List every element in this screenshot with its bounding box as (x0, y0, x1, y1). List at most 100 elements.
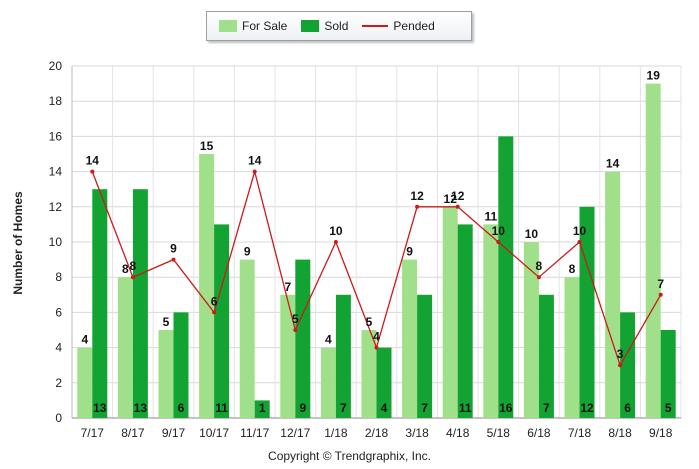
x-tick-label: 6/18 (527, 426, 551, 440)
data-label-sold: 1 (259, 401, 266, 415)
data-label-for-sale: 19 (647, 69, 661, 83)
x-tick-label: 11/17 (240, 426, 269, 440)
data-label-sold: 13 (93, 401, 107, 415)
pended-point (536, 275, 541, 280)
bar-sold (376, 347, 392, 418)
y-tick-label: 14 (49, 165, 63, 179)
y-tick-label: 2 (55, 376, 62, 390)
bar-sold (620, 312, 636, 418)
data-label-for-sale: 8 (569, 262, 576, 276)
pended-point (577, 240, 582, 244)
data-label-pended: 3 (617, 347, 624, 361)
data-label-pended: 14 (86, 154, 100, 168)
legend-label-for-sale: For Sale (242, 19, 288, 33)
bar-sold (457, 224, 473, 418)
data-label-for-sale: 9 (244, 245, 251, 259)
pended-line (90, 169, 663, 368)
bar-for-sale (361, 330, 377, 418)
bar-for-sale (199, 154, 215, 418)
bar-for-sale (280, 294, 296, 418)
data-label-pended: 14 (248, 154, 262, 168)
data-label-pended: 10 (492, 224, 506, 238)
legend-item-sold: Sold (301, 19, 348, 33)
pended-point (252, 169, 257, 174)
bar-for-sale (117, 277, 133, 418)
data-labels: 4138135615119179475497121111161078121461… (81, 69, 671, 415)
y-tick-label: 0 (55, 411, 62, 425)
legend-swatch-pended (362, 25, 389, 27)
x-tick-label: 8/17 (121, 426, 145, 440)
data-label-sold: 6 (178, 401, 185, 415)
data-label-for-sale: 8 (122, 262, 129, 276)
x-tick-label: 8/18 (608, 426, 632, 440)
pended-point (130, 275, 135, 280)
data-label-sold: 11 (215, 401, 228, 415)
y-tick-label: 18 (49, 94, 63, 108)
data-label-pended: 12 (451, 189, 465, 203)
pended-point (374, 345, 379, 350)
x-tick-label: 7/17 (81, 426, 105, 440)
pended-point (496, 240, 501, 244)
data-label-sold: 9 (299, 401, 306, 415)
data-label-sold: 4 (381, 401, 388, 415)
data-label-pended: 6 (211, 294, 218, 308)
legend-swatch-sold (301, 20, 320, 32)
pended-point (415, 204, 420, 209)
data-label-for-sale: 9 (406, 245, 413, 259)
data-label-for-sale: 15 (200, 139, 214, 153)
data-label-sold: 6 (624, 401, 631, 415)
x-tick-label: 3/18 (405, 426, 429, 440)
data-label-sold: 7 (543, 401, 550, 415)
data-label-sold: 7 (421, 401, 428, 415)
legend-item-for-sale: For Sale (219, 19, 287, 33)
x-tick-label: 1/18 (324, 426, 348, 440)
data-label-pended: 8 (130, 259, 137, 273)
bar-sold (417, 294, 433, 418)
y-tick-label: 6 (55, 305, 62, 319)
bar-for-sale (483, 224, 499, 418)
bar-sold (335, 294, 351, 418)
data-label-pended: 10 (329, 224, 343, 238)
pended-point (90, 169, 95, 174)
bar-sold (92, 189, 108, 418)
bar-sold (214, 224, 230, 418)
pended-point (618, 363, 623, 368)
bar-for-sale (158, 330, 174, 418)
data-label-for-sale: 12 (444, 192, 458, 206)
x-tick-label: 9/17 (162, 426, 186, 440)
y-tick-label: 4 (55, 341, 62, 355)
bar-for-sale (442, 206, 458, 418)
bar-for-sale (605, 171, 621, 418)
pended-point (212, 310, 217, 315)
x-tick-label: 2/18 (365, 426, 389, 440)
x-tick-label: 7/18 (568, 426, 592, 440)
bar-for-sale (77, 347, 93, 418)
data-label-for-sale: 5 (366, 315, 373, 329)
pended-point (293, 328, 298, 332)
bar-sold (173, 312, 189, 418)
x-tick-label: 5/18 (487, 426, 511, 440)
legend: For Sale Sold Pended (206, 11, 472, 41)
data-label-for-sale: 14 (606, 157, 620, 171)
bars (77, 83, 676, 418)
y-tick-label: 8 (55, 270, 62, 284)
data-label-sold: 11 (459, 401, 472, 415)
data-label-sold: 12 (580, 401, 594, 415)
y-axis-title: Number of Homes (11, 191, 25, 295)
bar-sold (579, 206, 595, 418)
bar-sold (498, 136, 514, 418)
data-label-sold: 7 (340, 401, 347, 415)
y-tick-label: 16 (49, 129, 63, 143)
data-label-pended: 10 (573, 224, 587, 238)
data-label-for-sale: 11 (484, 209, 497, 223)
y-tick-label: 12 (49, 200, 63, 214)
y-tick-label: 20 (49, 59, 63, 73)
data-label-pended: 9 (170, 242, 177, 256)
bar-sold (295, 259, 311, 418)
legend-label-sold: Sold (324, 19, 349, 33)
bar-for-sale (402, 259, 418, 418)
bar-for-sale (320, 347, 336, 418)
legend-label-pended: Pended (393, 19, 435, 33)
legend-item-pended: Pended (362, 19, 435, 33)
